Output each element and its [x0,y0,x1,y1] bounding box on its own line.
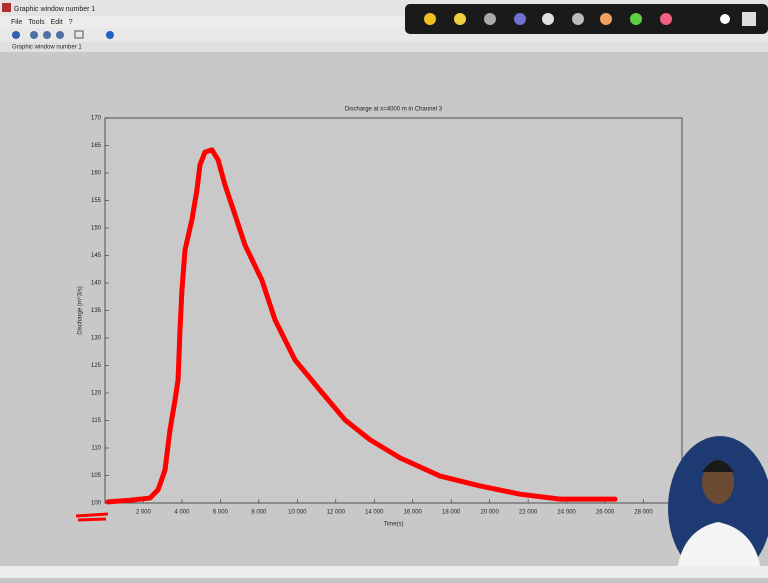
menu-item[interactable]: ? [69,19,73,26]
y-tick-label: 155 [91,198,102,204]
annotation-tool[interactable] [572,13,584,25]
x-tick-label: 18 000 [442,510,461,516]
x-tick-label: 6 000 [213,510,229,516]
tool-icon[interactable] [30,31,38,39]
x-tick-label: 10 000 [288,510,307,516]
menu-item[interactable]: Tools [28,19,45,26]
annotation-tool[interactable] [600,13,612,25]
x-tick-label: 2 000 [136,510,152,516]
y-tick-label: 170 [91,116,102,122]
annotation-tool[interactable] [720,14,730,24]
y-tick-label: 150 [91,226,102,232]
annotation-tool[interactable] [484,13,496,25]
status-bar [0,42,768,52]
y-tick-label: 115 [91,418,101,424]
menu-item[interactable]: File [11,19,22,26]
y-tick-label: 120 [91,391,102,397]
y-tick-label: 105 [91,473,102,479]
x-tick-label: 26 000 [596,510,615,516]
bottom-bar [0,566,768,578]
x-tick-label: 14 000 [365,510,384,516]
y-tick-label: 140 [91,281,102,287]
x-tick-label: 8 000 [251,510,267,516]
tool-icon[interactable] [106,31,114,39]
plot-frame [105,118,682,503]
annotation-tool[interactable] [514,13,526,25]
x-tick-label: 16 000 [404,510,423,516]
y-axis-label: Discharge (m^3/s) [78,286,84,335]
y-tick-label: 110 [91,446,101,452]
annotation-tool[interactable] [542,13,554,25]
app-icon [2,3,11,12]
y-tick-label: 125 [91,363,102,369]
x-tick-label: 28 000 [634,510,653,516]
tool-icon[interactable] [12,31,20,39]
annotation-tool[interactable] [742,12,756,26]
y-tick-label: 135 [91,308,102,314]
y-tick-label: 165 [91,143,102,149]
tool-icon[interactable] [43,31,51,39]
x-tick-label: 24 000 [557,510,576,516]
annotation-tool[interactable] [424,13,436,25]
x-tick-label: 4 000 [174,510,190,516]
x-tick-label: 12 000 [327,510,346,516]
screen: Graphic window number 1 Graphic window n… [0,0,768,578]
chart-title: Discharge at x=4000 m in Channel 3 [345,107,443,113]
x-tick-label: 22 000 [519,510,538,516]
annotation-tool[interactable] [660,13,672,25]
x-tick-label: 20 000 [480,510,499,516]
x-axis-label: Time(s) [383,522,403,528]
menu-item[interactable]: Edit [51,19,63,26]
y-tick-label: 100 [91,501,102,507]
y-tick-label: 130 [91,336,102,342]
y-tick-label: 145 [91,253,102,259]
tool-icon[interactable] [56,31,64,39]
status-text: Graphic window number 1 [12,45,82,51]
annotation-tool[interactable] [630,13,642,25]
window-title: Graphic window number 1 [14,6,95,13]
y-tick-label: 160 [91,171,102,177]
annotation-tool[interactable] [454,13,466,25]
